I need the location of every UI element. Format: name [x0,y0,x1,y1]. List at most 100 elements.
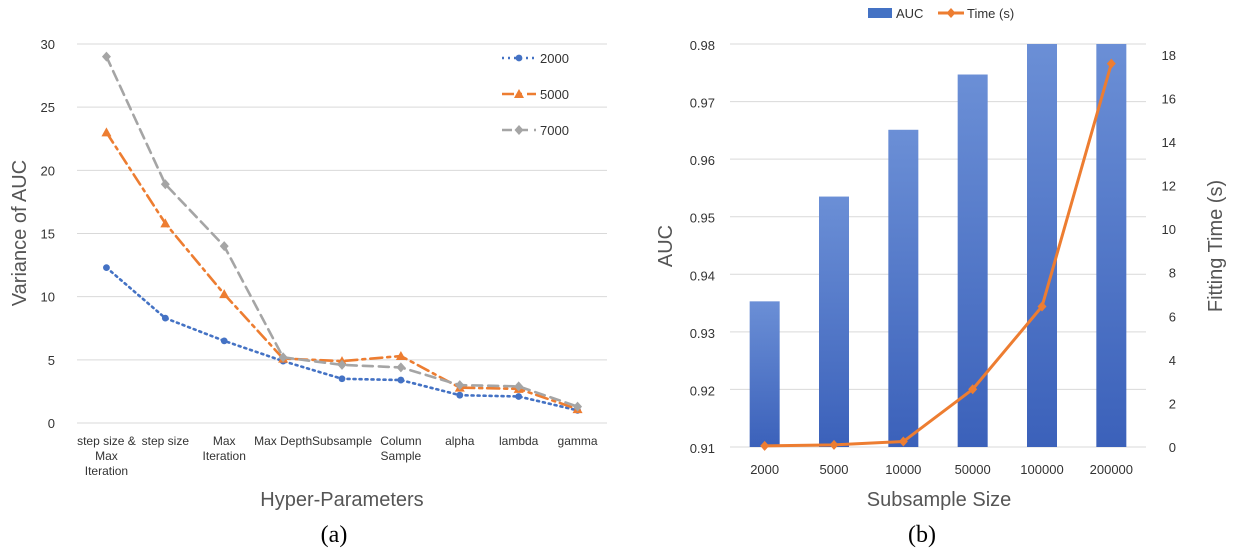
x-tick-label: alpha [445,434,475,448]
legend-item: AUC [868,6,923,21]
y-tick-label: 10 [41,290,55,305]
y-tick-label: 0 [48,416,55,431]
legend-marker [514,125,524,135]
y2-tick-label: 14 [1162,135,1176,150]
series-2000 [103,264,581,414]
y-tick-label: 15 [41,227,55,242]
chart-a-y-axis-label: Variance of AUC [9,160,31,306]
bar [819,196,849,447]
chart-b: 0.91 0.92 0.93 0.94 0.95 0.96 0.97 0.98 0 2 4 6 8 10… [655,6,1227,548]
chart-b-time-line [760,58,1116,451]
x-tick-label: step size [142,434,190,448]
y2-tick-label: 8 [1169,266,1176,281]
y2-tick-label: 10 [1162,222,1176,237]
chart-b-x-axis-label: Subsample Size [867,489,1012,511]
data-point [395,351,406,361]
data-point [161,314,169,322]
data-point [219,289,230,299]
chart-b-y2-axis-label: Fitting Time (s) [1205,180,1227,312]
data-point [515,393,523,400]
x-tick-label: lambda [499,434,539,448]
legend-label: AUC [896,6,923,21]
x-tick-label: Max Depth [254,434,312,448]
y-tick-label: 0.91 [690,441,715,456]
time-point [1106,58,1116,69]
chart-a-gridlines [77,43,607,424]
chart-b-y2-ticks: 0 2 4 6 8 10 12 14 16 18 [1162,48,1176,455]
x-tick-label: 200000 [1090,462,1133,477]
series-line [105,55,579,408]
y-tick-label: 0.97 [690,96,715,111]
y-tick-label: 0.96 [690,153,715,168]
x-tick-label: step size & Max Iteration [77,434,136,478]
data-point [101,51,111,62]
time-point [1037,301,1047,312]
y-tick-label: 0.93 [690,326,715,341]
data-point [396,362,406,373]
data-point [337,359,347,370]
legend-item: 7000 [502,123,569,138]
chart-a-y-ticks: 0 5 10 15 20 25 30 [41,37,55,431]
y-tick-label: 0.98 [690,38,715,53]
time-point [968,384,978,395]
time-line [764,63,1113,448]
chart-b-y-axis-label: AUC [655,225,677,267]
data-point [514,381,524,392]
bar [1096,44,1127,447]
time-point [898,436,908,447]
y2-tick-label: 4 [1169,353,1176,368]
x-tick-label: Max Iteration [203,434,246,463]
legend-swatch [868,8,892,18]
y2-tick-label: 18 [1162,48,1176,63]
y-tick-label: 20 [41,163,55,178]
x-tick-label: 100000 [1020,462,1063,477]
data-point [456,391,464,399]
bar [888,129,919,447]
bar [749,301,780,447]
legend-marker [946,8,956,18]
x-tick-label: Subsample [312,434,372,448]
legend-item: 5000 [502,87,569,102]
y-tick-label: 0.94 [690,268,715,283]
data-point [455,380,465,391]
chart-a-panel-label: (a) [321,522,348,548]
chart-a-series [101,51,583,414]
bar [1027,44,1057,447]
data-point [278,352,288,363]
chart-a-x-axis-label: Hyper-Parameters [260,489,423,511]
legend-marker [514,89,524,98]
data-point [103,264,110,272]
data-point [101,127,112,137]
y2-tick-label: 16 [1162,91,1176,106]
y-tick-label: 0.95 [690,211,715,226]
data-point [338,375,346,383]
y2-tick-label: 6 [1169,309,1176,324]
legend-label: Time (s) [967,6,1014,21]
chart-b-x-ticks: 2000 5000 10000 50000 100000 200000 [750,462,1133,477]
series-7000 [101,51,583,412]
y-tick-label: 5 [48,353,55,368]
chart-b-y-ticks: 0.91 0.92 0.93 0.94 0.95 0.96 0.97 0.98 [690,38,715,456]
legend-item: Time (s) [938,6,1014,21]
legend-label: 5000 [540,87,569,102]
chart-a-legend: 2000 5000 7000 [502,51,569,138]
y2-tick-label: 12 [1162,179,1176,194]
x-tick-label: 2000 [750,462,779,477]
chart-b-panel-label: (b) [908,522,936,548]
legend-label: 2000 [540,51,569,66]
series-line [105,131,579,411]
legend-label: 7000 [540,123,569,138]
data-point [397,376,405,384]
chart-b-legend: AUC Time (s) [868,6,1014,21]
chart-b-bars [749,44,1127,448]
x-tick-label: 50000 [955,462,991,477]
chart-a-x-ticks: step size & Max Iteration step size Max Itera… [77,434,598,478]
y-tick-label: 0.92 [690,383,715,398]
x-tick-label: 10000 [885,462,921,477]
data-point [160,179,170,190]
time-point [829,439,839,450]
y-tick-label: 30 [41,37,55,52]
legend-marker [515,54,523,62]
